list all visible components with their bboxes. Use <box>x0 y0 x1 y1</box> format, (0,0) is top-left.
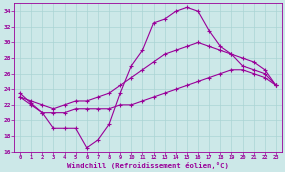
X-axis label: Windchill (Refroidissement éolien,°C): Windchill (Refroidissement éolien,°C) <box>67 162 229 169</box>
